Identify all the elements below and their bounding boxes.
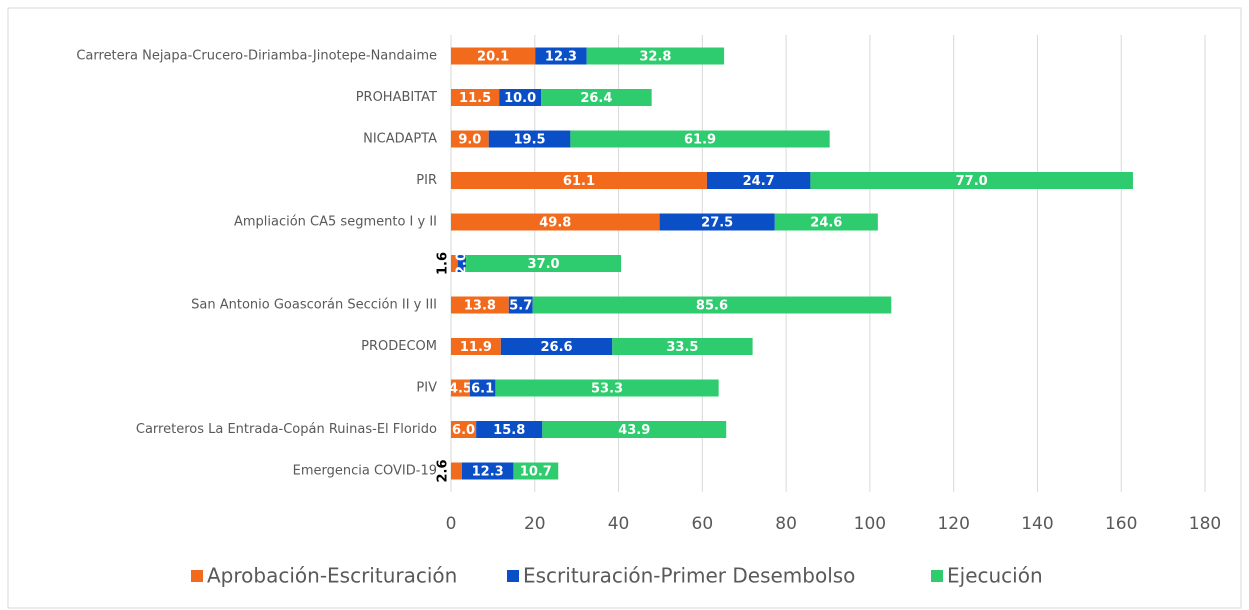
data-label: 61.9	[684, 133, 716, 148]
data-label: 32.8	[639, 50, 671, 65]
legend-swatch	[931, 570, 943, 582]
data-label: 61.1	[563, 174, 595, 189]
bar-segment	[542, 421, 727, 438]
data-label: 13.8	[464, 299, 496, 314]
bar-segment	[469, 379, 496, 397]
data-label: 37.0	[528, 257, 560, 272]
data-label: 6.1	[471, 382, 494, 397]
data-label: 85.6	[696, 299, 728, 314]
category-label: PIR	[416, 173, 437, 188]
bar-segment	[508, 296, 533, 314]
x-tick-label: 60	[692, 514, 714, 534]
data-label: 12.3	[545, 50, 577, 65]
data-label: 5.7	[509, 299, 532, 314]
x-tick-label: 160	[1105, 514, 1137, 534]
x-tick-label: 120	[937, 514, 969, 534]
bar-segment	[706, 172, 811, 189]
x-tick-label: 140	[1021, 514, 1053, 534]
bar-segment	[495, 379, 719, 397]
x-tick-label: 0	[446, 514, 457, 534]
category-label: Carreteros La Entrada-Copán Ruinas-El Fl…	[136, 422, 437, 437]
x-tick-label: 20	[524, 514, 546, 534]
data-label: 49.8	[539, 216, 571, 231]
bar-segment	[810, 172, 1133, 189]
data-label: 11.5	[459, 91, 491, 106]
data-label: 15.8	[493, 423, 525, 438]
data-label: 10.0	[504, 91, 536, 106]
category-label: PIV	[416, 381, 437, 396]
bar-segment	[451, 172, 707, 189]
data-label: 1.6	[436, 252, 451, 275]
data-label: 2.0	[454, 252, 469, 275]
category-label: Carretera Nejapa-Crucero-Diriamba-Jinote…	[76, 49, 437, 64]
bar-segment	[451, 421, 477, 438]
legend-label: Escrituración-Primer Desembolso	[523, 564, 855, 588]
bar-segment	[451, 462, 462, 480]
bar-segment	[532, 296, 892, 314]
category-label: PROHABITAT	[356, 90, 437, 105]
category-label: Emergencia COVID-19	[293, 464, 437, 479]
bar-segment	[476, 421, 543, 438]
bar-segment	[451, 89, 500, 106]
bar-segment	[499, 89, 542, 106]
data-label: 33.5	[666, 340, 698, 355]
data-label: 19.5	[514, 133, 546, 148]
bar-segment	[659, 213, 775, 231]
bar-segment	[451, 130, 489, 148]
data-label: 20.1	[477, 50, 509, 65]
bar-segment	[451, 47, 536, 65]
bar-segment	[513, 462, 559, 480]
x-tick-label: 100	[854, 514, 886, 534]
bar-segment	[774, 213, 878, 231]
x-tick-label: 40	[608, 514, 630, 534]
category-label: PRODECOM	[361, 339, 437, 354]
legend-label: Aprobación-Escrituración	[207, 564, 457, 588]
bar-segment	[451, 296, 509, 314]
data-label: 10.7	[520, 465, 552, 480]
category-label: Ampliación CA5 segmento I y II	[234, 215, 437, 230]
data-label: 43.9	[618, 423, 650, 438]
data-label: 26.6	[541, 340, 573, 355]
data-label: 26.4	[580, 91, 612, 106]
data-label: 24.6	[810, 216, 842, 231]
bar-segment	[451, 379, 470, 397]
data-label: 9.0	[458, 133, 481, 148]
bar-segment	[461, 462, 514, 480]
x-tick-label: 80	[775, 514, 797, 534]
bar-segment	[488, 130, 571, 148]
bar-segment	[451, 338, 501, 355]
bar-segment	[466, 255, 622, 272]
data-label: 77.0	[956, 174, 988, 189]
legend-swatch	[191, 570, 203, 582]
category-label: San Antonio Goascorán Sección II y III	[191, 298, 437, 313]
data-label: 4.5	[449, 382, 472, 397]
legend-swatch	[507, 570, 519, 582]
bar-segment	[570, 130, 830, 148]
data-label: 12.3	[472, 465, 504, 480]
category-label: NICADAPTA	[363, 132, 437, 147]
legend-label: Ejecución	[947, 564, 1043, 588]
bar-segment	[500, 338, 613, 355]
data-label: 53.3	[591, 382, 623, 397]
bar-segment	[451, 255, 458, 272]
bar-segment	[451, 213, 660, 231]
bar-segment	[541, 89, 652, 106]
bar-segment	[586, 47, 725, 65]
data-label: 11.9	[460, 340, 492, 355]
x-tick-label: 180	[1189, 514, 1221, 534]
bar-segment	[535, 47, 587, 65]
data-label: 6.0	[452, 423, 475, 438]
data-label: 2.6	[436, 459, 451, 482]
bar-segment	[612, 338, 753, 355]
data-label: 24.7	[743, 174, 775, 189]
bar-segment	[457, 255, 467, 272]
data-label: 27.5	[701, 216, 733, 231]
